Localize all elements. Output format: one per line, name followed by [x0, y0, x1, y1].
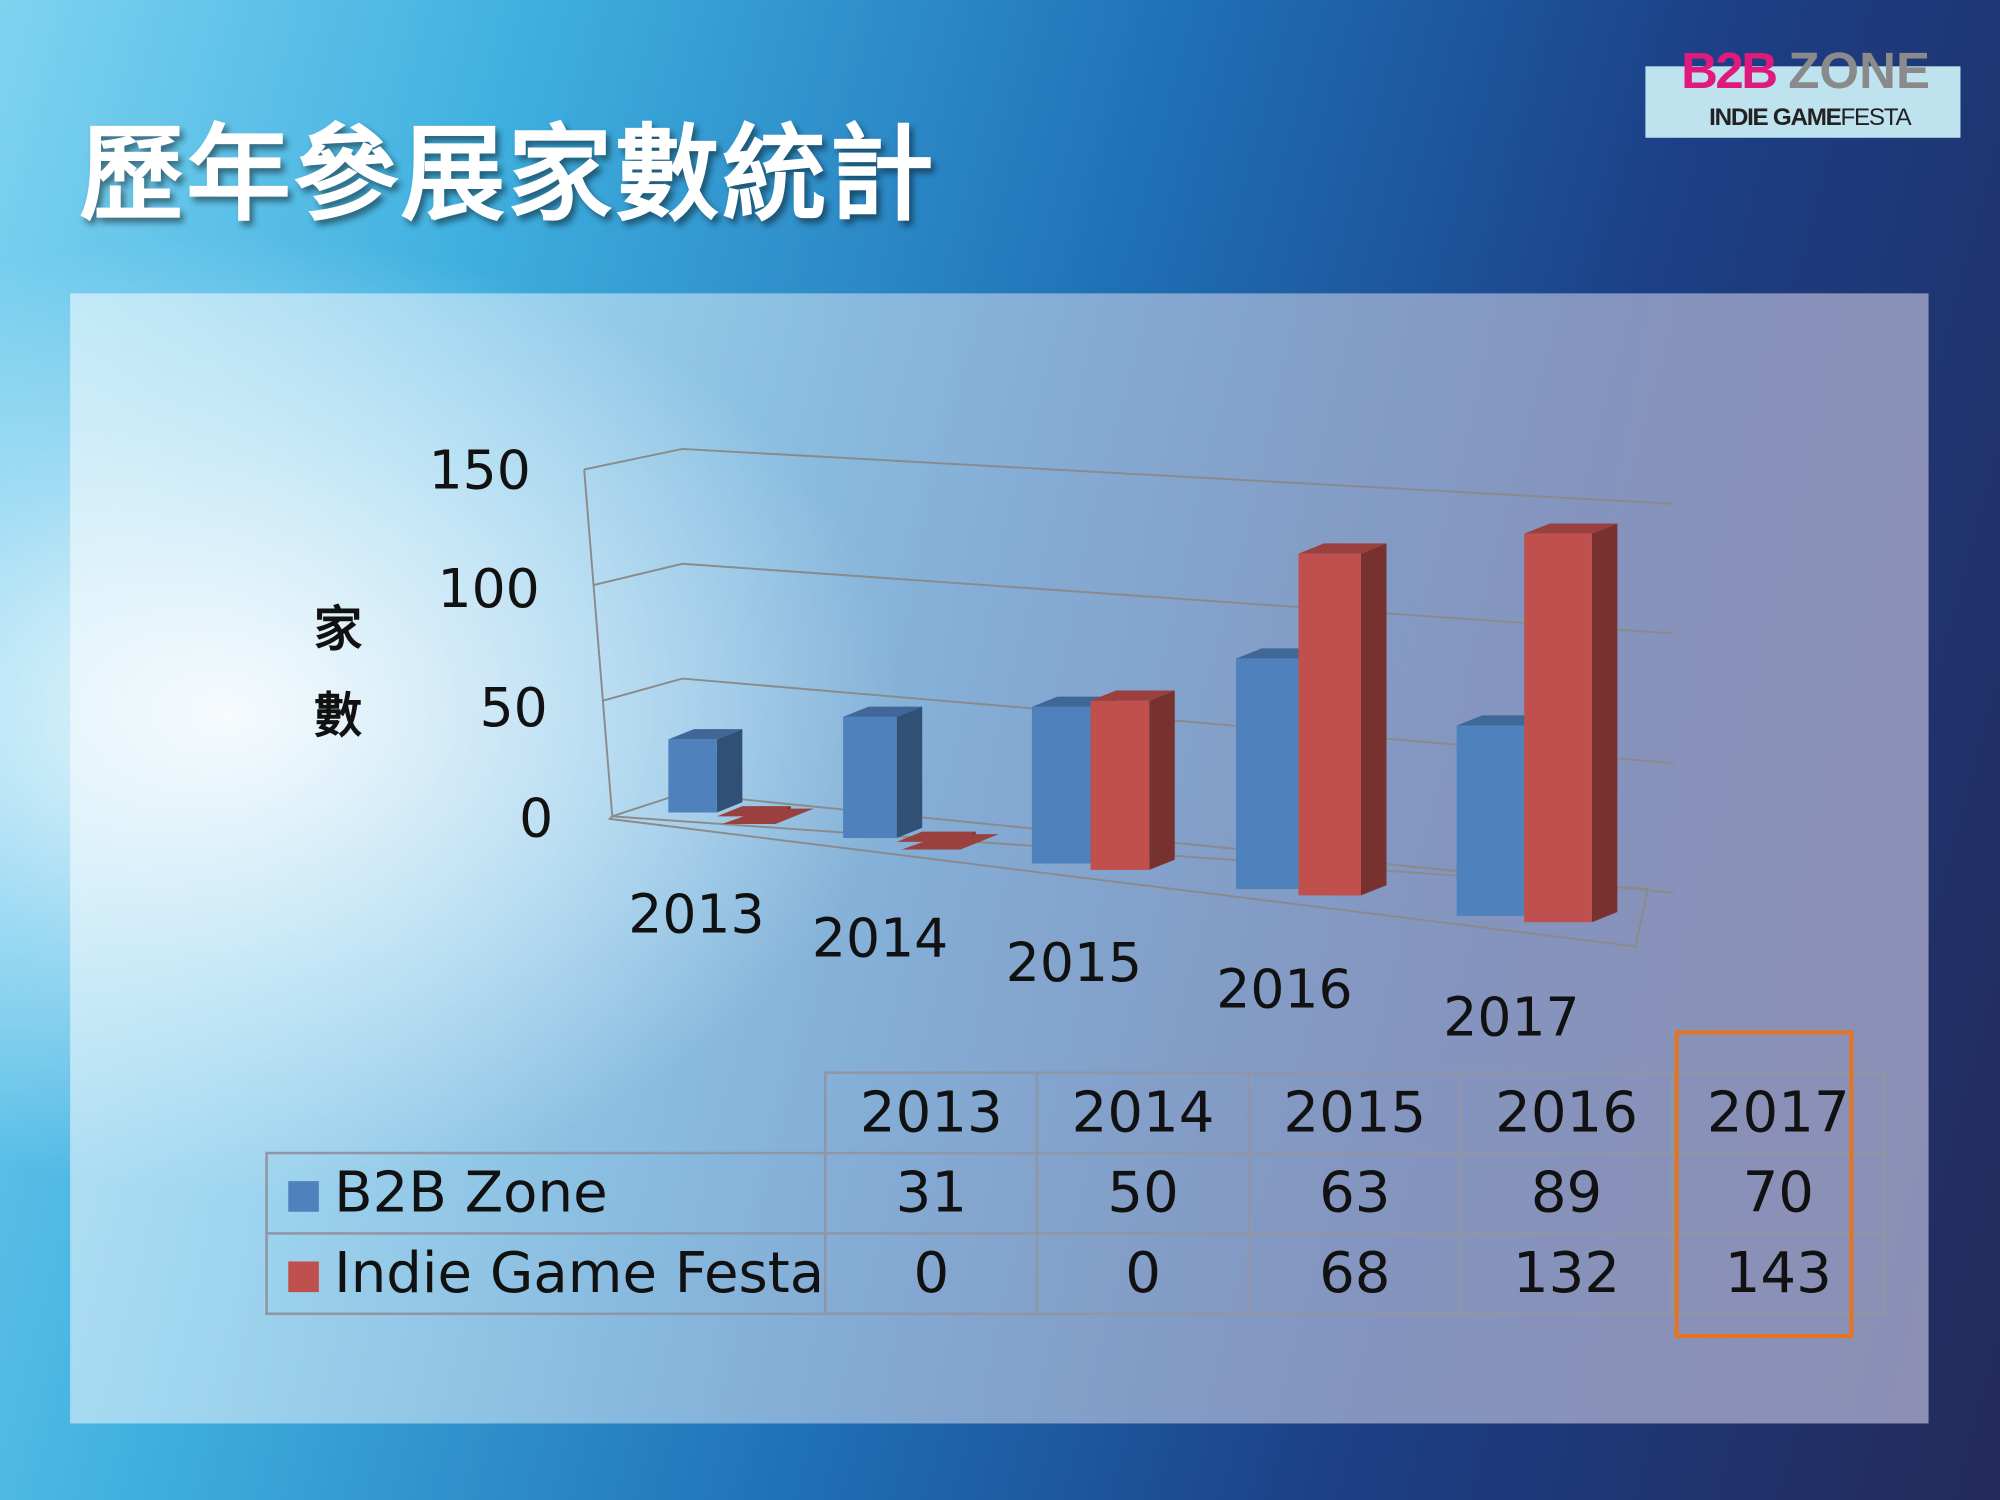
y-tick-0: 0 [519, 786, 554, 850]
x-tick-2015: 2015 [1005, 931, 1143, 994]
side-wall-edge [583, 469, 614, 817]
table-header: 2014 [1035, 1071, 1251, 1155]
bar-igf-2016 [1298, 553, 1361, 896]
logo-indie-game-festa: INDIE GAMEFESTA [1709, 104, 1912, 133]
bar-b2b-2015 [1031, 706, 1091, 864]
table-cell: 68 [1247, 1232, 1462, 1316]
bar-igf-2017 [1524, 533, 1592, 923]
table-cell: 132 [1459, 1232, 1674, 1316]
bar-b2b-2017 [1456, 725, 1525, 916]
logo-zone: ZONE [1788, 43, 1931, 100]
bar-igf-2013 [721, 808, 814, 824]
x-tick-2013: 2013 [628, 882, 765, 946]
table-header: 2015 [1247, 1071, 1462, 1155]
logo: B2B ZONE INDIE GAMEFESTA [1645, 43, 1961, 138]
y-axis-label-2: 數 [313, 687, 363, 744]
gridline-100 [593, 562, 1674, 635]
bar-b2b-2014-top [843, 706, 923, 717]
table-cell: 50 [1035, 1151, 1251, 1235]
logo-indie: INDIE GAME [1709, 104, 1842, 132]
legend-swatch-blue [288, 1181, 319, 1212]
logo-festa: FESTA [1840, 104, 1912, 132]
bar-igf-2017-top [1524, 523, 1618, 534]
y-tick-50: 50 [479, 676, 548, 739]
bar-igf-2015-side [1149, 690, 1175, 870]
y-tick-100: 100 [437, 557, 540, 620]
table-cell: 0 [824, 1232, 1039, 1316]
bar-igf-2014 [901, 834, 999, 850]
data-table: 2013 2014 2015 2016 2017 B2B Zone 31 50 … [265, 1071, 1886, 1316]
logo-b2b: B2B [1681, 43, 1778, 100]
bar-igf-2016-top [1298, 543, 1387, 554]
gridline-150 [583, 448, 1674, 505]
x-tick-2014: 2014 [811, 906, 949, 970]
table-header-row: 2013 2014 2015 2016 2017 [266, 1071, 1886, 1155]
table-row-igf: Indie Game Festa 0 0 68 132 143 [265, 1232, 1886, 1316]
bar-b2b-2014-side [896, 706, 923, 839]
table-cell: 89 [1459, 1151, 1674, 1235]
y-tick-150: 150 [428, 438, 531, 502]
highlight-2017-box [1674, 1030, 1854, 1339]
table-header: 2013 [824, 1071, 1039, 1155]
bar-igf-2016-side [1360, 543, 1387, 896]
slide-title: 歷年參展家數統計 [79, 114, 937, 236]
table-cell: 31 [824, 1151, 1039, 1235]
table-cell: 63 [1247, 1151, 1462, 1235]
table-row-b2b: B2B Zone 31 50 63 89 70 [265, 1151, 1886, 1235]
y-axis-label-1: 家 [313, 600, 363, 657]
table-header: 2016 [1459, 1071, 1674, 1155]
legend-swatch-red [288, 1261, 319, 1293]
legend-b2b: B2B Zone [265, 1151, 827, 1235]
bar-igf-2017-side [1591, 523, 1618, 923]
logo-band [1645, 66, 1961, 138]
legend-label: B2B Zone [334, 1160, 608, 1226]
table-corner [266, 1072, 827, 1155]
bar-b2b-2013 [668, 739, 717, 813]
x-tick-2016: 2016 [1216, 957, 1353, 1021]
bar-b2b-2016 [1235, 658, 1299, 890]
x-tick-2017: 2017 [1443, 985, 1580, 1049]
bar-b2b-2013-top [668, 729, 743, 740]
legend-igf: Indie Game Festa [265, 1232, 827, 1316]
bar-igf-2015 [1090, 700, 1150, 870]
legend-label: Indie Game Festa [334, 1241, 825, 1307]
bar-igf-2015-top [1090, 690, 1175, 701]
table-cell: 0 [1035, 1232, 1251, 1316]
bar-b2b-2013-side [716, 729, 743, 813]
bar-b2b-2014 [843, 716, 897, 839]
